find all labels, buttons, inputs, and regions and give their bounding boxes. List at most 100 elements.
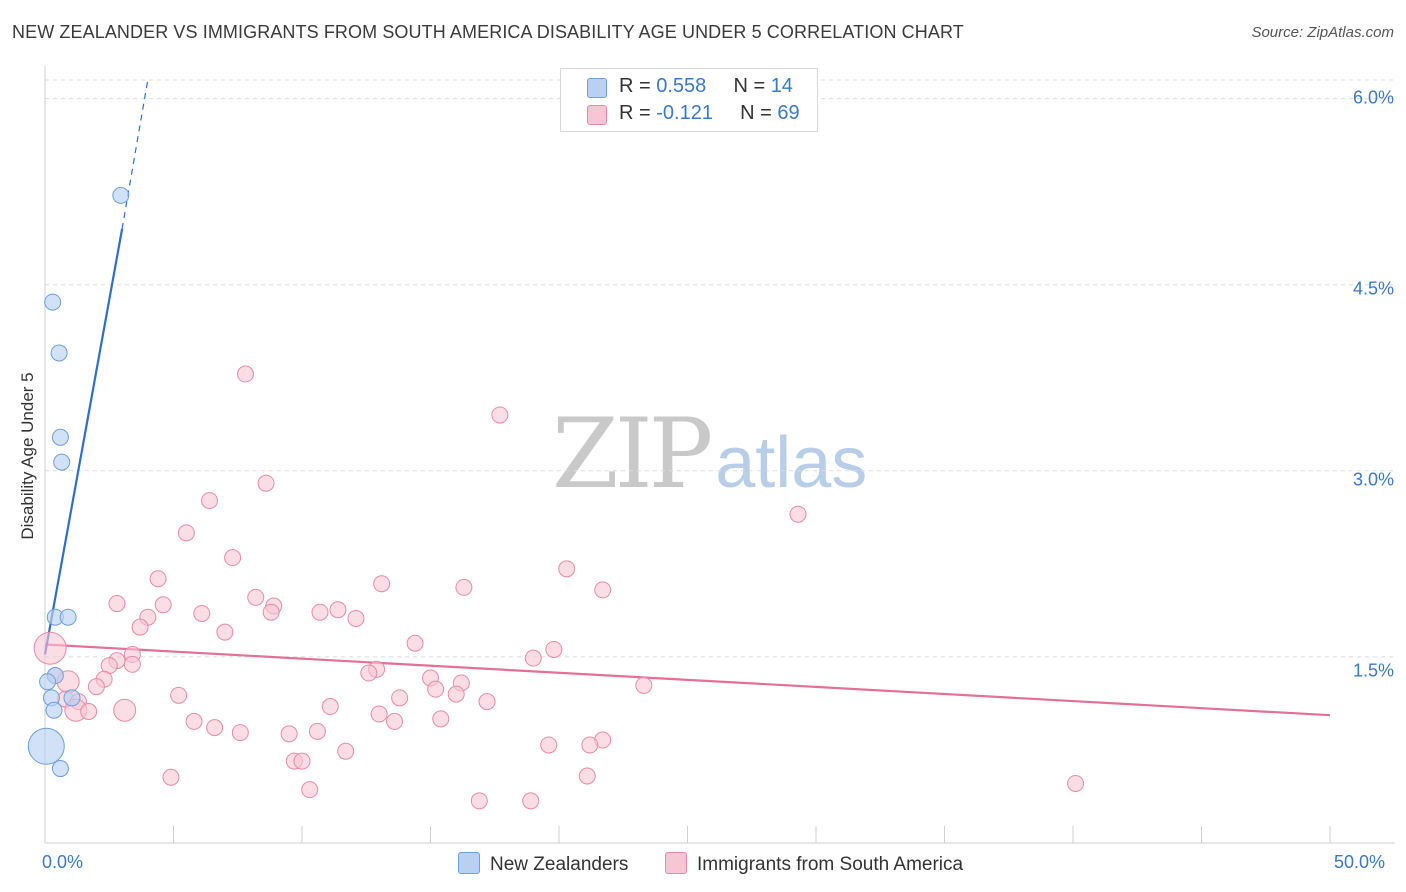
- y-axis-label: Disability Age Under 5: [18, 372, 37, 540]
- data-point-immigrants: [386, 712, 404, 730]
- legend-swatch-pink: [665, 852, 687, 874]
- watermark-atlas: atlas: [715, 423, 868, 503]
- data-point-immigrants: [231, 724, 249, 742]
- data-point-immigrants: [177, 524, 195, 542]
- data-point-immigrants: [200, 492, 218, 510]
- data-point-immigrants: [123, 655, 141, 673]
- data-point-immigrants: [789, 505, 807, 523]
- source-label: Source: ZipAtlas.com: [1251, 24, 1394, 41]
- legend-r-value: 0.558: [656, 75, 707, 97]
- y-tick-label: 1.5%: [1352, 660, 1394, 681]
- data-point-immigrants: [247, 588, 265, 606]
- data-point-new-zealanders: [51, 428, 69, 446]
- data-point-immigrants: [337, 742, 355, 760]
- data-point-immigrants: [455, 578, 473, 596]
- data-point-immigrants: [540, 736, 558, 754]
- data-point-immigrants: [33, 631, 67, 665]
- data-point-immigrants: [1067, 774, 1085, 792]
- data-point-immigrants: [131, 618, 149, 636]
- data-point-immigrants: [470, 792, 488, 810]
- data-point-immigrants: [185, 712, 203, 730]
- data-point-immigrants: [447, 685, 465, 703]
- legend-r-label: R =: [619, 75, 657, 97]
- data-point-new-zealanders: [112, 186, 130, 204]
- data-point-new-zealanders: [53, 453, 71, 471]
- data-point-immigrants: [321, 698, 339, 716]
- data-point-immigrants: [149, 570, 167, 588]
- data-point-immigrants: [311, 603, 329, 621]
- data-point-immigrants: [193, 604, 211, 622]
- data-point-immigrants: [257, 474, 275, 492]
- x-tick-label-start: 0.0%: [42, 852, 84, 872]
- data-point-immigrants: [113, 698, 137, 722]
- data-point-immigrants: [373, 575, 391, 593]
- y-tick-label: 4.5%: [1352, 278, 1394, 299]
- data-point-new-zealanders: [45, 701, 63, 719]
- data-point-immigrants: [262, 603, 280, 621]
- data-point-new-zealanders: [50, 344, 68, 362]
- legend-swatch-pink: [587, 105, 607, 125]
- data-point-immigrants: [545, 640, 563, 658]
- data-point-immigrants: [578, 767, 596, 785]
- data-point-immigrants: [635, 676, 653, 694]
- data-point-immigrants: [581, 736, 599, 754]
- trend-line-extension: [121, 79, 149, 229]
- data-point-immigrants: [293, 752, 311, 770]
- data-point-immigrants: [170, 686, 188, 704]
- data-point-immigrants: [478, 693, 496, 711]
- legend-label: New Zealanders: [490, 854, 629, 875]
- legend-swatch-blue: [587, 78, 607, 98]
- legend-n-label: N =: [740, 102, 778, 124]
- y-tick-label: 3.0%: [1352, 469, 1394, 490]
- data-point-immigrants: [236, 365, 254, 383]
- legend-n-label: N =: [733, 75, 771, 97]
- trend-line-immigrants: [44, 643, 1331, 717]
- data-point-new-zealanders: [27, 727, 65, 765]
- data-point-immigrants: [406, 634, 424, 652]
- data-point-immigrants: [224, 549, 242, 567]
- data-point-immigrants: [206, 719, 224, 737]
- data-point-new-zealanders: [63, 689, 81, 707]
- data-point-immigrants: [370, 705, 388, 723]
- legend-r-label: R =: [619, 102, 657, 124]
- legend-swatch-blue: [458, 852, 480, 874]
- data-point-immigrants: [391, 689, 409, 707]
- data-point-immigrants: [432, 710, 450, 728]
- data-point-immigrants: [524, 649, 542, 667]
- data-point-immigrants: [347, 609, 365, 627]
- data-point-new-zealanders: [51, 760, 69, 778]
- data-point-immigrants: [427, 680, 445, 698]
- legend-label: Immigrants from South America: [697, 854, 964, 875]
- watermark-zip: ZIP: [552, 398, 713, 510]
- data-point-immigrants: [491, 406, 509, 424]
- legend-item-immigrants: Immigrants from South America: [665, 852, 963, 876]
- y-tick-label: 6.0%: [1352, 87, 1394, 108]
- data-point-new-zealanders: [59, 608, 77, 626]
- legend-n-value: 14: [770, 75, 793, 97]
- data-point-immigrants: [154, 596, 172, 614]
- data-point-immigrants: [360, 664, 378, 682]
- axes: [44, 66, 1395, 844]
- correlation-legend: R = 0.558 N = 14 R = -0.121 N = 69: [560, 68, 818, 132]
- data-point-immigrants: [108, 595, 126, 613]
- data-point-immigrants: [280, 725, 298, 743]
- data-point-immigrants: [162, 768, 180, 786]
- data-point-immigrants: [522, 792, 540, 810]
- chart-title: NEW ZEALANDER VS IMMIGRANTS FROM SOUTH A…: [12, 22, 964, 42]
- legend-r-value: -0.121: [656, 102, 713, 124]
- data-point-new-zealanders: [39, 673, 57, 691]
- trend-lines: [43, 79, 1331, 717]
- watermark: ZIPatlas: [552, 398, 867, 510]
- data-point-immigrants: [87, 678, 105, 696]
- data-point-immigrants: [329, 601, 347, 619]
- x-tick-label-end: 50.0%: [1334, 852, 1386, 872]
- series-immigrants-points: [33, 365, 1085, 810]
- data-point-immigrants: [558, 560, 576, 578]
- legend-n-value: 69: [777, 102, 800, 124]
- data-point-new-zealanders: [44, 293, 62, 311]
- series-new-zealanders-points: [27, 186, 130, 778]
- data-point-immigrants: [308, 722, 326, 740]
- data-point-immigrants: [301, 781, 319, 799]
- legend-item-new-zealanders: New Zealanders: [458, 852, 628, 876]
